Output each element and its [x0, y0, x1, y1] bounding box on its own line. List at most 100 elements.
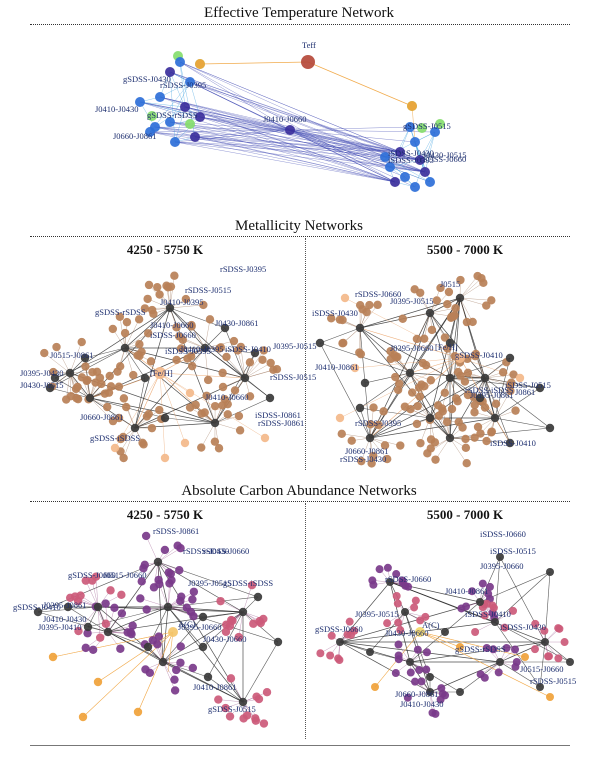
satellite-node	[469, 393, 478, 402]
node-label: rSDSS-iSDSS	[465, 385, 514, 395]
satellite-node	[136, 594, 145, 603]
hub-node	[491, 618, 499, 626]
satellite-node	[449, 312, 458, 321]
nodes-layer	[315, 271, 555, 468]
satellite-node	[470, 408, 479, 417]
satellite-node	[101, 599, 110, 608]
satellite-node	[215, 344, 224, 353]
light-node	[435, 119, 445, 129]
network-edge	[179, 61, 186, 108]
node-label: J0430-J0660	[203, 634, 246, 644]
network-edge	[449, 297, 461, 439]
satellite-node	[412, 419, 422, 429]
satellite-node	[316, 649, 325, 658]
network-edge	[484, 377, 496, 419]
network-edge	[423, 312, 431, 339]
node-label: J0515-J0660	[520, 664, 563, 674]
network-edge	[149, 131, 396, 183]
satellite-node	[440, 333, 450, 342]
hub-node	[541, 638, 549, 646]
satellite-node	[457, 604, 466, 613]
satellite-node	[191, 400, 200, 410]
satellite-node	[91, 572, 101, 581]
node-label: iSDSS-J0410	[225, 344, 271, 354]
light-node	[110, 443, 120, 453]
satellite-node	[456, 275, 465, 285]
satellite-node	[214, 444, 224, 453]
network-edge	[419, 631, 526, 658]
nodes-layer	[135, 51, 445, 192]
dark-node	[83, 622, 93, 632]
satellite-node	[258, 355, 267, 365]
network-edge	[359, 304, 378, 329]
node-label: iSDSS-J0410	[465, 609, 511, 619]
network-node	[165, 67, 175, 77]
orange-node	[195, 59, 205, 69]
satellite-node	[375, 565, 384, 574]
satellite-node	[500, 623, 509, 632]
dark-node	[441, 628, 449, 636]
hub-node	[455, 293, 465, 303]
network-edge	[414, 131, 436, 188]
satellite-node	[242, 711, 252, 720]
node-label: gSDSS-rSDSS	[95, 307, 146, 317]
carbon-title-divider	[30, 501, 570, 502]
satellite-node	[126, 628, 135, 637]
metal-title-divider	[30, 236, 570, 237]
light-node	[160, 453, 170, 463]
satellite-node	[413, 401, 422, 411]
hub-node	[85, 393, 95, 403]
satellite-node	[121, 402, 131, 412]
network-edge	[174, 141, 426, 173]
network-edge	[87, 606, 169, 628]
satellite-node	[494, 668, 503, 677]
network-edge	[56, 346, 71, 374]
hub-node	[238, 697, 248, 707]
satellite-node	[172, 323, 181, 332]
dark-node	[273, 637, 283, 647]
satellite-node	[227, 615, 236, 625]
node-label: iSDSS-J0430	[312, 308, 358, 318]
satellite-node	[218, 401, 227, 410]
node-label: J0861	[515, 387, 535, 397]
network-edge	[189, 81, 201, 118]
satellite-node	[485, 582, 494, 591]
network-node	[430, 127, 440, 137]
node-label: rSDSS-J0395	[220, 264, 266, 274]
satellite-node	[487, 296, 496, 305]
satellite-node	[436, 695, 445, 704]
network-edge	[89, 397, 216, 424]
network-edge	[169, 307, 206, 349]
network-edge	[484, 377, 511, 386]
network-edge	[459, 275, 478, 299]
network-edge	[494, 357, 511, 419]
network-edge	[120, 427, 136, 452]
network-edge	[89, 397, 136, 429]
node-label: iSDSS-J0395	[388, 155, 434, 165]
satellite-node	[451, 303, 460, 313]
satellite-node	[259, 614, 268, 624]
satellite-node	[141, 531, 151, 541]
satellite-node	[476, 429, 485, 438]
network-edge	[139, 101, 291, 131]
satellite-node	[419, 334, 429, 343]
light-node	[371, 683, 379, 691]
satellite-node	[410, 603, 419, 612]
satellite-node	[453, 397, 462, 406]
network-edge	[123, 427, 136, 459]
satellite-node	[165, 579, 174, 588]
satellite-node	[560, 638, 569, 647]
network-edge	[157, 561, 259, 598]
network-edge	[167, 606, 244, 703]
network-edge	[359, 407, 371, 439]
satellite-node	[143, 294, 152, 304]
network-edge	[389, 581, 546, 643]
node-label: rSDSS-J0515	[530, 676, 576, 686]
satellite-node	[531, 619, 540, 628]
satellite-node	[444, 287, 454, 297]
network-edge	[359, 327, 411, 374]
metal-left-panel-title: 4250 - 5750 K	[126, 242, 204, 257]
node-label: J0660-J0861	[345, 446, 388, 456]
network-edge	[369, 611, 406, 653]
